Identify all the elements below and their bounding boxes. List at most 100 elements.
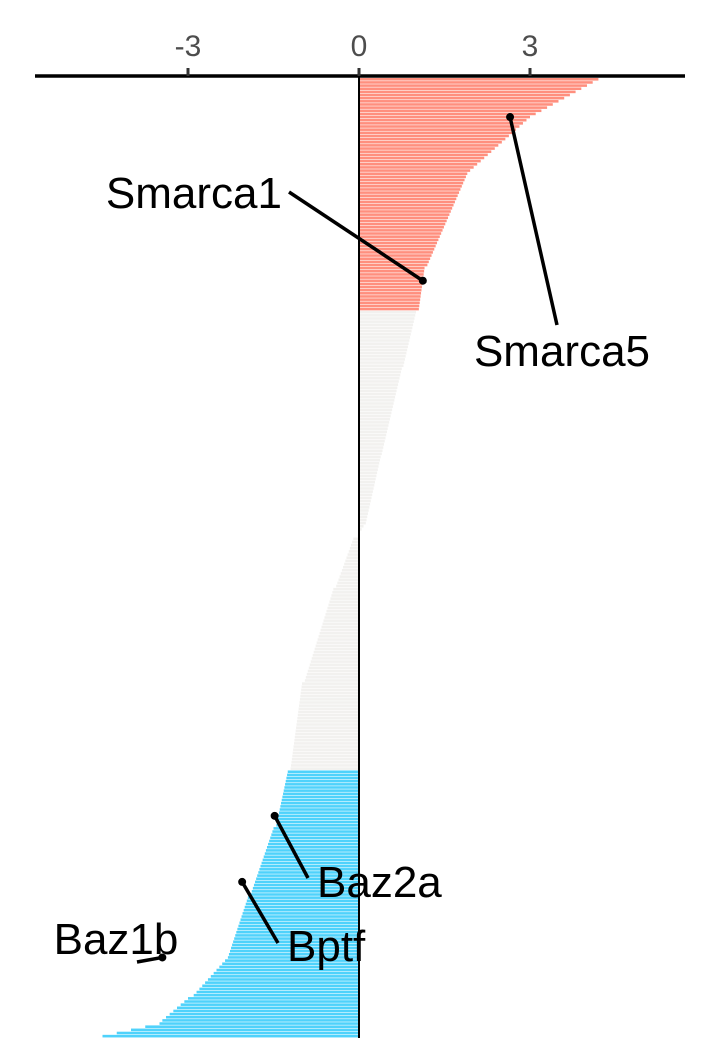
bar-down — [236, 930, 359, 934]
bar-up — [359, 169, 471, 172]
bar-up — [359, 134, 509, 138]
bar-down — [280, 805, 359, 808]
bar-down — [216, 968, 359, 972]
bar-up — [359, 112, 536, 116]
bar-mid — [320, 628, 359, 632]
bar-down — [260, 864, 359, 868]
bar-mid — [359, 354, 406, 358]
bar-down — [173, 1009, 359, 1013]
bar-up — [359, 263, 428, 267]
bar-mid — [359, 462, 380, 465]
label-point-bptf — [238, 877, 247, 886]
bar-mid — [333, 587, 359, 591]
bar-down — [269, 839, 359, 843]
bar-mid — [359, 468, 378, 471]
bar-mid — [346, 556, 359, 560]
gene-label-smarca1: Smarca1 — [106, 169, 282, 218]
bar-mid — [359, 465, 379, 468]
bar-down — [243, 908, 359, 912]
bar-mid — [359, 436, 386, 440]
bar-up — [359, 213, 450, 216]
bar-up — [359, 225, 444, 229]
bar-mid — [307, 669, 359, 673]
bar-mid — [359, 336, 411, 339]
bar-mid — [302, 682, 359, 685]
bar-mid — [359, 417, 390, 421]
bar-mid — [352, 540, 359, 544]
bar-up — [359, 185, 462, 188]
bar-down — [230, 949, 359, 953]
bar-mid — [359, 499, 371, 503]
bar-down — [279, 808, 359, 811]
bar-down — [237, 927, 359, 931]
bar-up — [359, 219, 447, 223]
bar-mid — [309, 663, 359, 667]
bar-mid — [359, 452, 382, 456]
bar-mid — [359, 421, 390, 424]
bar-down — [253, 883, 359, 887]
bar-mid — [359, 361, 405, 364]
bar-mid — [353, 537, 359, 541]
bar-mid — [359, 427, 388, 430]
bar-down — [284, 786, 359, 789]
bar-mid — [293, 745, 359, 748]
bar-up — [359, 166, 474, 169]
bar-down — [263, 855, 359, 859]
bar-down — [271, 833, 359, 836]
bar-mid — [317, 638, 359, 641]
bar-mid — [359, 380, 399, 383]
bar-mid — [318, 635, 359, 638]
bar-mid — [326, 609, 359, 613]
bar-mid — [308, 666, 359, 670]
bar-up — [359, 162, 478, 166]
bar-mid — [359, 502, 371, 506]
bar-mid — [292, 754, 359, 758]
bar-mid — [359, 430, 387, 434]
bar-mid — [359, 471, 378, 475]
bar-mid — [295, 729, 359, 733]
bar-up — [359, 304, 420, 308]
bar-up — [359, 222, 446, 226]
bar-mid — [359, 439, 385, 443]
bar-mid — [348, 550, 359, 553]
bar-mid — [294, 735, 359, 739]
bar-mid — [359, 317, 415, 320]
bar-mid — [359, 348, 408, 352]
bar-down — [283, 789, 359, 792]
bar-down — [184, 1000, 359, 1003]
bar-up — [359, 276, 424, 279]
bar-up — [359, 115, 530, 119]
bar-mid — [359, 521, 366, 525]
bar-mid — [298, 707, 359, 711]
bar-mid — [312, 654, 359, 657]
bar-down — [272, 830, 359, 833]
bar-mid — [359, 389, 397, 393]
bar-down — [277, 817, 359, 821]
bar-mid — [297, 713, 359, 717]
bar-up — [359, 153, 488, 157]
bar-up — [359, 93, 570, 97]
bar-mid — [359, 506, 370, 509]
bar-mid — [293, 742, 359, 745]
bar-mid — [311, 657, 359, 660]
bar-mid — [301, 688, 359, 692]
bar-up — [359, 257, 431, 260]
bar-down — [241, 915, 359, 918]
bar-mid — [359, 455, 381, 459]
bar-up — [359, 131, 513, 135]
bar-down — [196, 990, 359, 994]
bar-down — [244, 905, 359, 909]
bar-up — [359, 144, 499, 147]
bar-mid — [325, 613, 359, 616]
leader-line-bptf — [240, 881, 280, 944]
bar-up — [359, 285, 422, 289]
bar-up — [359, 90, 576, 94]
bar-down — [279, 811, 359, 814]
bar-mid — [344, 562, 359, 566]
bar-mid — [359, 392, 396, 396]
bar-mid — [359, 449, 383, 452]
bar-up — [359, 159, 481, 163]
bar-mid — [292, 751, 359, 755]
bar-up — [359, 238, 439, 242]
bar-mid — [359, 512, 368, 515]
